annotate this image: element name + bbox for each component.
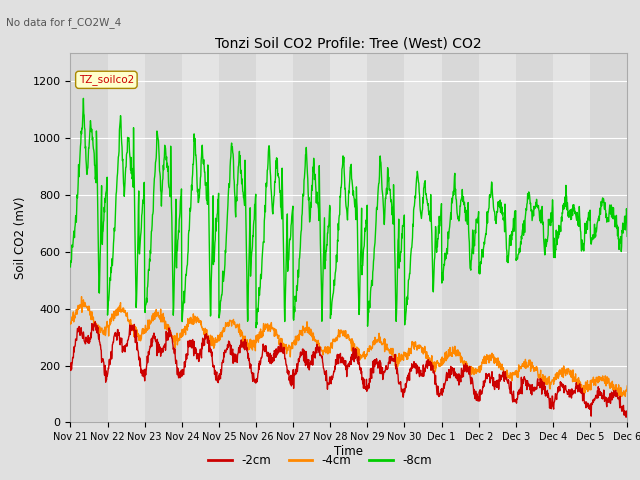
Bar — [145, 53, 182, 422]
Bar — [516, 53, 553, 422]
Bar — [293, 53, 330, 422]
Bar — [553, 53, 590, 422]
Bar — [182, 53, 219, 422]
Bar — [479, 53, 516, 422]
Bar — [70, 53, 108, 422]
Bar — [108, 53, 145, 422]
Text: TZ_soilco2: TZ_soilco2 — [79, 74, 134, 85]
Y-axis label: Soil CO2 (mV): Soil CO2 (mV) — [14, 196, 27, 279]
Text: No data for f_CO2W_4: No data for f_CO2W_4 — [6, 17, 122, 28]
Bar — [404, 53, 442, 422]
Bar — [256, 53, 293, 422]
Bar — [330, 53, 367, 422]
X-axis label: Time: Time — [334, 445, 364, 458]
Bar — [590, 53, 627, 422]
Bar — [367, 53, 404, 422]
Title: Tonzi Soil CO2 Profile: Tree (West) CO2: Tonzi Soil CO2 Profile: Tree (West) CO2 — [216, 36, 482, 50]
Bar — [442, 53, 479, 422]
Bar — [219, 53, 256, 422]
Legend: -2cm, -4cm, -8cm: -2cm, -4cm, -8cm — [204, 449, 436, 472]
